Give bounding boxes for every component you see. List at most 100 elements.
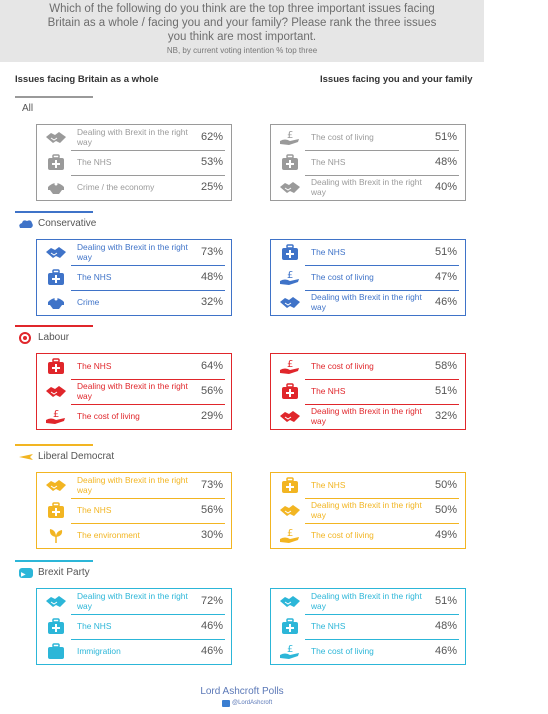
issue-label: The cost of living bbox=[311, 361, 374, 371]
value-label: 29% bbox=[200, 410, 223, 422]
handshake-icon bbox=[279, 179, 301, 196]
table-row: £ The cost of living 49% bbox=[271, 523, 465, 548]
conservative-britain-box: Dealing with Brexit in the right way 73% T… bbox=[36, 239, 232, 316]
value-label: 56% bbox=[200, 385, 223, 397]
value-label: 64% bbox=[200, 360, 223, 372]
issue-label: The NHS bbox=[77, 621, 112, 631]
medical-case-icon bbox=[45, 358, 67, 375]
brexit-party-logo-icon: ▶ bbox=[18, 566, 33, 578]
suitcase-icon bbox=[45, 643, 67, 660]
leaf-icon bbox=[45, 527, 67, 544]
question-header: Which of the following do you think are … bbox=[0, 0, 484, 62]
pound-hand-icon: £ bbox=[279, 358, 301, 375]
issue-label: The cost of living bbox=[311, 272, 374, 282]
value-label: 62% bbox=[200, 131, 223, 143]
value-label: 58% bbox=[434, 360, 457, 372]
value-label: 50% bbox=[434, 504, 457, 516]
table-row: Dealing with Brexit in the right way 40% bbox=[271, 175, 465, 200]
footer-title: Lord Ashcroft Polls bbox=[200, 686, 284, 697]
row-divider bbox=[305, 498, 459, 499]
table-row: Dealing with Brexit in the right way 46% bbox=[271, 290, 465, 315]
liberal-democrat-family-box: The NHS 50% Dealing with Brexit in the rig… bbox=[270, 472, 466, 549]
value-label: 53% bbox=[200, 156, 223, 168]
conservative-logo-icon bbox=[18, 217, 33, 229]
question-line-1: Which of the following do you think are … bbox=[49, 3, 435, 15]
table-row: Dealing with Brexit in the right way 51% bbox=[271, 589, 465, 614]
svg-text:£: £ bbox=[287, 130, 293, 141]
table-row: Dealing with Brexit in the right way 73% bbox=[37, 473, 231, 498]
table-row: £ The cost of living 51% bbox=[271, 125, 465, 150]
value-label: 48% bbox=[434, 156, 457, 168]
table-row: The NHS 53% bbox=[37, 150, 231, 175]
row-divider bbox=[71, 175, 225, 176]
issue-label: The NHS bbox=[77, 272, 112, 282]
value-label: 48% bbox=[200, 271, 223, 283]
table-row: The NHS 51% bbox=[271, 240, 465, 265]
brexit-party-label: Brexit Party bbox=[38, 567, 90, 578]
value-label: 47% bbox=[434, 271, 457, 283]
medical-case-icon bbox=[45, 502, 67, 519]
issue-label: Dealing with Brexit in the right way bbox=[311, 177, 422, 197]
value-label: 40% bbox=[434, 181, 457, 193]
value-label: 32% bbox=[434, 410, 457, 422]
issue-label: Dealing with Brexit in the right way bbox=[77, 127, 188, 147]
handshake-icon bbox=[279, 593, 301, 610]
value-label: 51% bbox=[434, 131, 457, 143]
pound-hand-icon: £ bbox=[279, 269, 301, 286]
row-divider bbox=[305, 265, 459, 266]
conservative-family-box: The NHS 51% £ The cost of living 47% Dealing … bbox=[270, 239, 466, 316]
svg-text:£: £ bbox=[287, 359, 293, 370]
police-cap-icon bbox=[45, 294, 67, 311]
table-row: Dealing with Brexit in the right way 32% bbox=[271, 404, 465, 429]
all-britain-box: Dealing with Brexit in the right way 62% T… bbox=[36, 124, 232, 201]
value-label: 46% bbox=[200, 620, 223, 632]
column-header-britain: Issues facing Britain as a whole bbox=[15, 74, 159, 85]
value-label: 46% bbox=[434, 296, 457, 308]
all-family-box: £ The cost of living 51% The NHS 48% Dealing … bbox=[270, 124, 466, 201]
medical-case-icon bbox=[279, 477, 301, 494]
table-row: Crime 32% bbox=[37, 290, 231, 315]
column-header-family: Issues facing you and your family bbox=[320, 74, 473, 85]
row-divider bbox=[71, 404, 225, 405]
all-rule bbox=[15, 96, 93, 98]
handshake-icon bbox=[45, 593, 67, 610]
handshake-icon bbox=[45, 477, 67, 494]
table-row: Dealing with Brexit in the right way 73% bbox=[37, 240, 231, 265]
brexit-party-rule bbox=[15, 560, 93, 562]
row-divider bbox=[71, 265, 225, 266]
value-label: 51% bbox=[434, 246, 457, 258]
svg-text:£: £ bbox=[287, 644, 293, 655]
table-row: Dealing with Brexit in the right way 50% bbox=[271, 498, 465, 523]
issue-label: Crime / the economy bbox=[77, 182, 155, 192]
row-divider bbox=[71, 498, 225, 499]
value-label: 51% bbox=[434, 385, 457, 397]
table-row: The NHS 48% bbox=[271, 614, 465, 639]
issue-label: The cost of living bbox=[311, 530, 374, 540]
liberal-democrat-logo-icon bbox=[18, 450, 33, 462]
issue-label: The NHS bbox=[311, 480, 346, 490]
conservative-label: Conservative bbox=[38, 218, 97, 229]
table-row: The NHS 48% bbox=[37, 265, 231, 290]
row-divider bbox=[305, 379, 459, 380]
row-divider bbox=[305, 150, 459, 151]
table-row: Immigration 46% bbox=[37, 639, 231, 664]
question-line-2: Britain as a whole / facing you and your… bbox=[47, 17, 437, 29]
liberal-democrat-label: Liberal Democrat bbox=[38, 451, 115, 462]
value-label: 50% bbox=[434, 479, 457, 491]
svg-text:£: £ bbox=[53, 409, 59, 420]
row-divider bbox=[305, 290, 459, 291]
table-row: Dealing with Brexit in the right way 56% bbox=[37, 379, 231, 404]
all-label: All bbox=[22, 103, 34, 114]
svg-text:£: £ bbox=[287, 528, 293, 539]
table-row: The NHS 48% bbox=[271, 150, 465, 175]
issue-label: The cost of living bbox=[311, 646, 374, 656]
table-row: £ The cost of living 29% bbox=[37, 404, 231, 429]
table-row: Dealing with Brexit in the right way 62% bbox=[37, 125, 231, 150]
table-row: The NHS 46% bbox=[37, 614, 231, 639]
issue-label: The environment bbox=[77, 530, 140, 540]
value-label: 72% bbox=[200, 595, 223, 607]
row-divider bbox=[71, 614, 225, 615]
row-divider bbox=[71, 379, 225, 380]
svg-text:▶: ▶ bbox=[21, 571, 26, 578]
table-row: The NHS 51% bbox=[271, 379, 465, 404]
